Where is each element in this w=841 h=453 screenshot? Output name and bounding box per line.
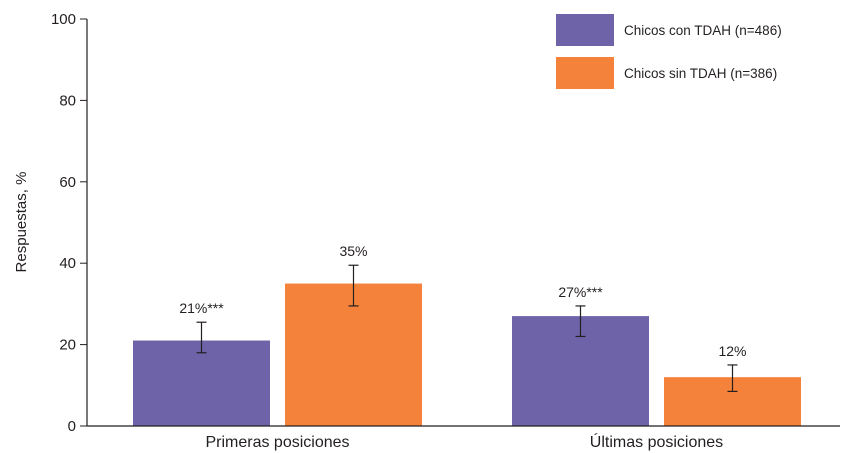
data-label: 12%: [718, 343, 746, 359]
bar: [133, 340, 270, 426]
y-tick-label: 100: [51, 11, 76, 28]
y-tick-label: 80: [59, 92, 76, 109]
axes: [86, 19, 840, 427]
category-label: Últimas posiciones: [590, 432, 723, 451]
bar: [285, 283, 422, 426]
legend-label: Chicos sin TDAH (n=386): [624, 66, 777, 81]
category-label: Primeras posiciones: [205, 434, 349, 451]
legend-swatch: [556, 57, 614, 89]
data-label: 21%***: [179, 300, 224, 316]
legend-swatch: [556, 14, 614, 46]
legend: Chicos con TDAH (n=486) Chicos sin TDAH (…: [556, 14, 782, 89]
y-tick-label: 0: [68, 418, 76, 435]
data-label: 27%***: [558, 284, 603, 300]
data-labels: 21%*** 35% 27%*** 12%: [179, 243, 746, 359]
y-axis-title: Respuestas, %: [13, 172, 30, 273]
category-labels: Primeras posiciones Últimas posiciones: [205, 432, 723, 451]
error-bars: [196, 264, 738, 393]
y-axis-ticks: 0 20 40 60 80 100: [51, 11, 87, 435]
y-tick-label: 40: [59, 255, 76, 272]
data-label: 35%: [339, 243, 367, 259]
y-tick-label: 20: [59, 337, 76, 354]
bars: [133, 283, 801, 426]
y-tick-label: 60: [59, 174, 76, 191]
legend-label: Chicos con TDAH (n=486): [624, 23, 782, 38]
